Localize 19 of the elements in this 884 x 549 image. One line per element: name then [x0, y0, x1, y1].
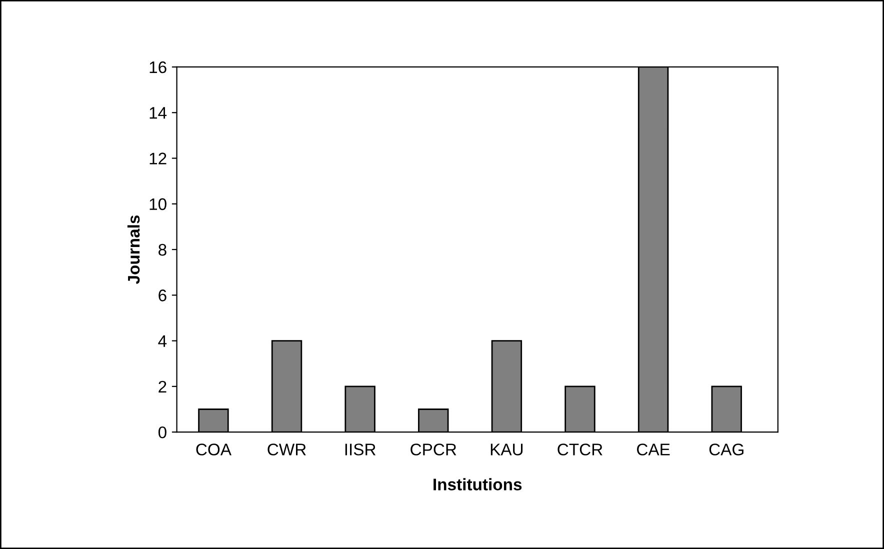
y-tick-label: 16 — [150, 61, 166, 74]
x-tick-label: CTCR — [558, 444, 602, 456]
y-tick-label: 12 — [150, 152, 166, 164]
y-tick-label: 2 — [158, 380, 166, 392]
x-tick-label: CWR — [268, 444, 306, 456]
x-tick-label: KAU — [490, 444, 523, 456]
y-axis-title: Journals — [127, 215, 140, 284]
y-tick-label: 14 — [150, 107, 167, 119]
x-axis-title: Institutions — [434, 478, 522, 490]
x-tick-label: CAE — [637, 444, 670, 456]
y-tick-label: 4 — [158, 335, 167, 347]
x-tick-label: CAG — [709, 444, 744, 456]
y-tick-label: 8 — [158, 244, 166, 256]
x-tick-label: IISR — [345, 444, 376, 456]
x-tick-label: CPCR — [410, 444, 456, 456]
x-tick-label: COA — [196, 444, 232, 456]
y-tick-label: 10 — [150, 198, 166, 210]
y-tick-label: 0 — [158, 426, 166, 438]
y-tick-label: 6 — [158, 290, 166, 302]
